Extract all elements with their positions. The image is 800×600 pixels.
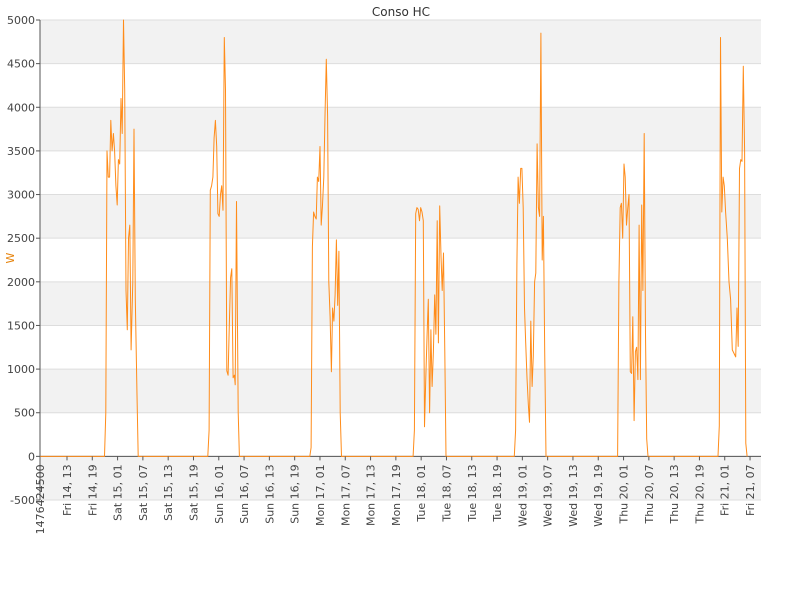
x-tick-label: Wed 19, 01 [516,464,529,526]
x-tick-label: Sun 16, 19 [289,464,302,523]
plot-band [40,325,761,370]
plot-band [40,412,761,457]
y-tick-labels: -500 0 500 1000 1500 2000 2500 3000 3500 4000 4500… [7,14,40,507]
x-tick-label: Tue 18, 01 [415,464,428,522]
x-tick-label: Sun 16, 13 [263,464,276,523]
y-tick-label: 3500 [7,145,35,158]
series-layer [40,19,748,457]
plot-band [40,281,761,326]
x-tick-label: Thu 20, 19 [693,464,706,524]
x-tick-label: Sun 16, 07 [238,464,251,523]
y-tick-label: -500 [10,494,35,507]
x-tick-label: Fri 21, 01 [719,464,732,516]
x-tick-label: Fri 14, 13 [61,464,74,516]
x-tick-label: Mon 17, 19 [390,464,403,526]
x-tick-label: Wed 19, 19 [592,464,605,526]
x-tick-label: Sun 16, 01 [213,464,226,523]
x-tick-label: Mon 17, 13 [365,464,378,526]
x-tick-label: Thu 20, 13 [668,464,681,524]
x-tick-label: Tue 18, 13 [466,464,479,522]
x-tick-label: Sat 15, 13 [162,464,175,521]
chart-title: Conso HC [372,5,430,19]
y-tick-label: 4500 [7,58,35,71]
y-tick-label: 5000 [7,14,35,27]
plot-band [40,194,761,239]
y-tick-label: 1500 [7,319,35,332]
y-tick-label: 3000 [7,189,35,202]
y-tick-label: 4000 [7,101,35,114]
y-tick-label: 0 [28,450,35,463]
y-tick-label: 2500 [7,232,35,245]
x-tick-label: Tue 18, 19 [491,464,504,522]
x-tick-label: Mon 17, 01 [314,464,327,526]
plot-band [40,369,761,413]
plot-bands [40,20,761,500]
plot-band [40,107,761,151]
plot-band [40,238,761,282]
plot-band [40,20,761,64]
x-tick-label: Fri 21, 07 [744,464,757,516]
y-tick-label: 2000 [7,276,35,289]
x-tick-label: Tue 18, 07 [440,464,453,522]
x-tick-label: Sat 15, 01 [112,464,125,521]
y-axis-label: W [4,252,17,263]
x-tick-label: Fri 14, 19 [86,464,99,516]
plot-band [40,63,761,108]
x-tick-label: Wed 19, 07 [542,464,555,526]
x-tick-label: Mon 17, 07 [339,464,352,526]
plot-band [40,150,761,195]
x-tick-label: Thu 20, 01 [618,464,631,524]
x-tick-label: Wed 19, 13 [567,464,580,526]
y-tick-label: 1000 [7,363,35,376]
series-line [40,19,748,457]
x-tick-label: Sat 15, 07 [137,464,150,521]
x-tick-labels: 1476424500 Fri 14, 13 Fri 14, 19 Sat 15, 01… [34,456,757,534]
plot-band [40,456,761,500]
x-tick-label: Thu 20, 07 [643,464,656,524]
y-tick-label: 500 [14,407,35,420]
x-tick-label: Sat 15, 19 [187,464,200,521]
x-tick-label: 1476424500 [34,464,47,534]
